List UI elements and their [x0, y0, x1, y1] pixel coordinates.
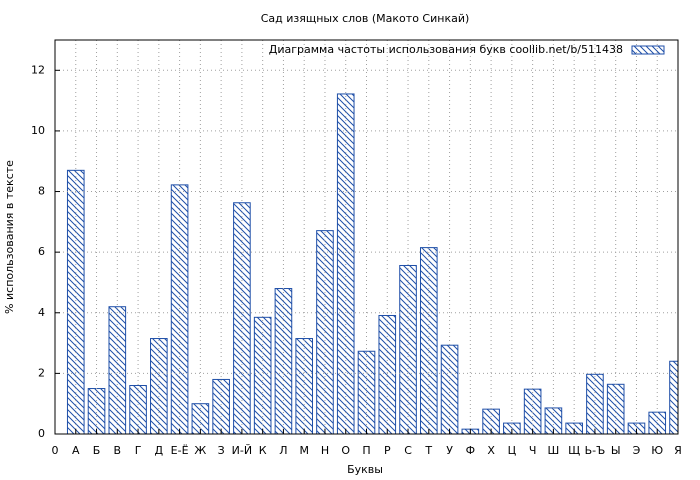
bar [523, 388, 542, 434]
x-tick-label: Р [384, 444, 391, 457]
x-tick-label: Ю [651, 444, 663, 457]
x-tick-label: Ф [466, 444, 475, 457]
y-tick-label: 10 [31, 124, 45, 137]
x-tick-label: Ч [529, 444, 537, 457]
x-tick-label: В [114, 444, 122, 457]
x-tick-label: К [259, 444, 267, 457]
x-tick-label: Щ [568, 444, 580, 457]
x-tick-label: С [404, 444, 412, 457]
x-tick-label: Б [93, 444, 101, 457]
x-tick-label: Г [135, 444, 142, 457]
x-tick-label: П [362, 444, 370, 457]
bar [669, 360, 678, 434]
plot-frame [54, 39, 679, 435]
y-tick-label: 12 [31, 63, 45, 76]
chart-title: Сад изящных слов (Макото Синкай) [261, 12, 470, 25]
x-tick-label: Ц [508, 444, 517, 457]
bar [191, 403, 210, 434]
y-tick-label: 6 [38, 245, 45, 258]
x-tick-label: Ь-Ъ [585, 444, 606, 457]
x-tick-label: М [299, 444, 309, 457]
plot-area [66, 93, 678, 434]
y-axis-label: % использования в тексте [3, 160, 16, 314]
y-tick-label: 2 [38, 366, 45, 379]
x-tick-label: Х [487, 444, 495, 457]
x-tick-label: Ж [194, 444, 206, 457]
legend-label: Диаграмма частоты использования букв coo… [269, 43, 623, 56]
x-tick-label: У [446, 444, 453, 457]
y-tick-label: 4 [38, 306, 45, 319]
x-tick-label: Е-Ё [171, 444, 189, 457]
y-tick-label: 8 [38, 185, 45, 198]
x-tick-label: И-Й [232, 444, 252, 457]
x-tick-label: Ш [548, 444, 560, 457]
legend-swatch [631, 45, 665, 55]
x-tick-label: Ы [611, 444, 621, 457]
x-tick-label: Э [633, 444, 641, 457]
bar [482, 408, 500, 434]
bar [336, 93, 355, 434]
y-tick-label: 0 [38, 427, 45, 440]
x-tick-label: А [72, 444, 80, 457]
bar [212, 378, 230, 434]
x-tick-label: Т [424, 444, 432, 457]
bar [66, 169, 85, 434]
x-tick-label: З [218, 444, 225, 457]
bar [399, 264, 417, 434]
x-axis-label: Буквы [347, 463, 383, 476]
bar [253, 316, 272, 434]
x-tick-label: 0 [52, 444, 59, 457]
x-tick-label: Д [155, 444, 164, 457]
bar [233, 202, 251, 434]
x-tick-label: Л [279, 444, 287, 457]
x-tick-label: Я [674, 444, 682, 457]
bar [108, 306, 127, 434]
bar [606, 383, 625, 434]
bar [87, 388, 106, 434]
x-tick-label: О [341, 444, 350, 457]
x-tick-label: Н [321, 444, 329, 457]
